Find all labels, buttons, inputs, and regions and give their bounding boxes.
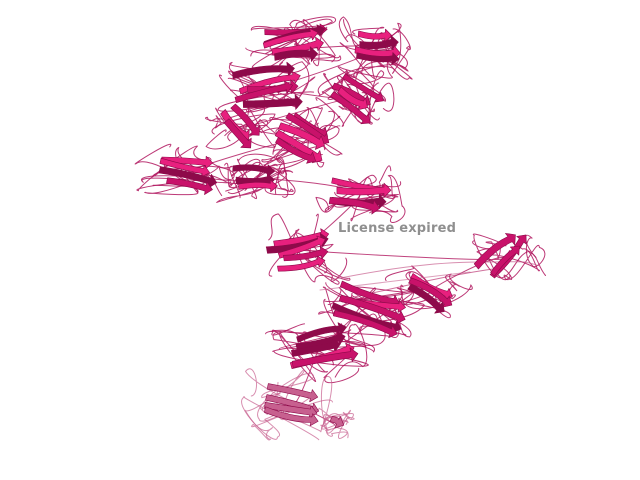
beta-strand xyxy=(159,157,210,178)
beta-strand xyxy=(158,166,218,189)
beta-strand xyxy=(277,235,326,259)
coil-segment xyxy=(503,234,546,280)
coil-segment xyxy=(225,157,294,193)
beta-strand xyxy=(357,28,393,42)
coil-segment xyxy=(224,158,261,187)
beta-strand xyxy=(490,245,520,277)
coil-segment xyxy=(337,30,399,79)
beta-strand xyxy=(278,122,325,150)
beta-strand xyxy=(337,86,368,111)
coil-segment xyxy=(472,233,546,279)
beta-strand xyxy=(266,383,319,403)
beta-strand xyxy=(291,347,359,368)
beta-strand xyxy=(166,177,213,195)
beta-strand xyxy=(359,35,399,51)
beta-strand xyxy=(274,129,323,164)
coil-segment xyxy=(263,106,341,170)
coil-segment xyxy=(329,261,541,281)
beta-strand xyxy=(277,255,326,272)
beta-strand xyxy=(234,80,293,104)
beta-strand xyxy=(330,91,371,125)
beta-strand xyxy=(339,280,400,308)
beta-strand xyxy=(328,197,381,215)
coil-segment xyxy=(476,245,540,281)
beta-strand xyxy=(232,164,275,178)
beta-strand xyxy=(264,402,318,419)
coil-segment xyxy=(134,143,213,194)
beta-strand xyxy=(332,310,398,339)
beta-strand xyxy=(356,52,400,65)
coil-segment xyxy=(241,396,320,441)
license-watermark: License expired xyxy=(338,221,457,236)
beta-strand xyxy=(230,103,260,136)
coil-segment xyxy=(268,213,340,285)
coil-segment xyxy=(361,22,413,80)
beta-strand xyxy=(473,233,516,270)
coil-segment xyxy=(319,271,471,291)
beta-strand xyxy=(275,137,316,164)
coil-segment xyxy=(216,163,296,203)
beta-strand xyxy=(238,179,278,193)
coil-segment xyxy=(271,323,349,382)
beta-strand xyxy=(274,46,319,62)
coil-segment xyxy=(205,107,265,150)
beta-strand xyxy=(338,294,406,325)
beta-strand xyxy=(329,416,345,429)
beta-strand xyxy=(283,246,329,262)
coil-segment xyxy=(315,165,392,213)
coil-segment xyxy=(320,413,355,434)
beta-strand xyxy=(342,73,384,103)
coil-segment xyxy=(322,286,425,323)
coil-segment xyxy=(385,265,451,318)
coil-segment xyxy=(355,70,395,122)
beta-strand xyxy=(407,283,445,314)
beta-strand xyxy=(264,406,319,427)
beta-strand xyxy=(336,182,392,198)
beta-strand xyxy=(291,338,341,357)
beta-strand xyxy=(232,61,295,80)
beta-strand xyxy=(408,277,453,308)
coil-segment xyxy=(136,145,241,199)
beta-strand xyxy=(296,322,347,343)
beta-strand xyxy=(262,28,319,49)
beta-strand xyxy=(285,112,330,145)
beta-strand xyxy=(242,94,303,110)
coil-segment xyxy=(236,153,294,200)
beta-strand xyxy=(223,118,252,149)
